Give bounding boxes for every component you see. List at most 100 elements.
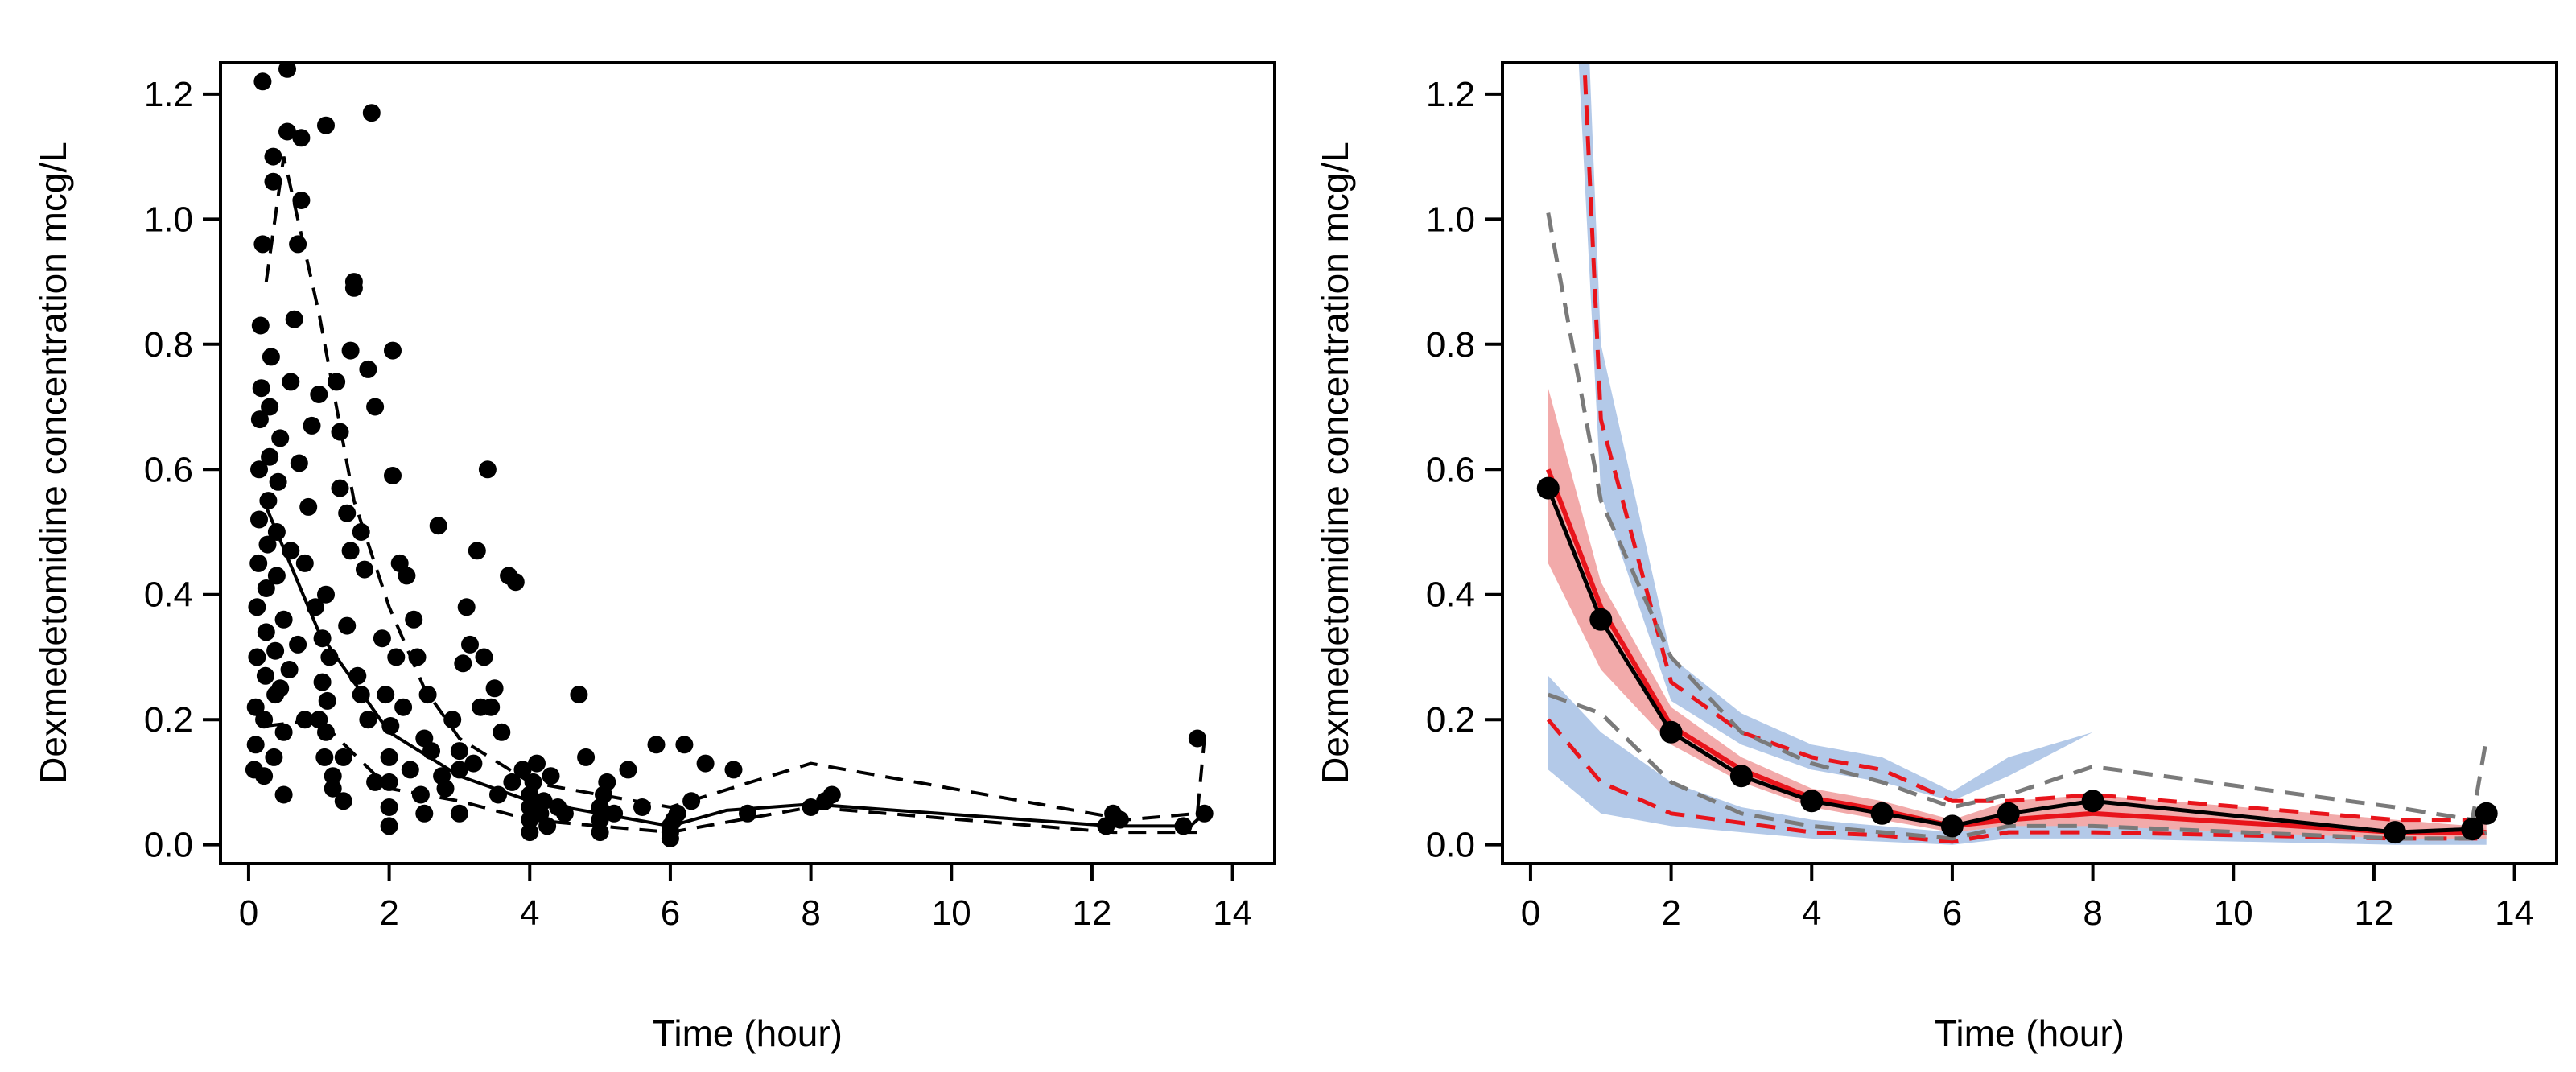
left-observed-point xyxy=(334,792,352,810)
left-observed-point xyxy=(250,510,268,529)
left-observed-point xyxy=(380,817,398,835)
left-observed-point xyxy=(289,235,307,254)
left-observed-point xyxy=(257,623,275,641)
left-observed-point xyxy=(528,754,546,773)
left-observed-point xyxy=(591,810,609,829)
right-observed-median-point xyxy=(2384,821,2407,844)
right-observed-median-point xyxy=(1800,790,1824,813)
left-observed-point xyxy=(267,567,286,585)
left-observed-point xyxy=(380,748,398,766)
left-observed-point xyxy=(334,748,352,766)
left-observed-point xyxy=(271,679,290,698)
left-observed-point xyxy=(394,698,413,716)
left-observed-point xyxy=(285,310,303,328)
left-observed-point xyxy=(261,398,279,416)
right-x-axis-label: Time (hour) xyxy=(1935,1012,2125,1054)
left-observed-point xyxy=(415,804,434,823)
left-observed-point xyxy=(513,761,532,779)
left-observed-point xyxy=(362,104,381,122)
left-observed-point xyxy=(338,616,357,635)
left-observed-point xyxy=(411,785,430,804)
left-observed-point xyxy=(464,754,483,773)
left-observed-point xyxy=(482,698,501,716)
left-y-tick-label: 0.4 xyxy=(144,575,193,615)
left-observed-point xyxy=(598,773,616,791)
left-observed-point xyxy=(292,192,311,209)
left-observed-point xyxy=(401,761,419,779)
left-observed-point xyxy=(320,648,339,666)
right-observed-median-point xyxy=(1870,802,1894,825)
right-y-axis-label: Dexmedetomidine concentration mcg/L xyxy=(1314,142,1356,784)
left-observed-point xyxy=(359,711,377,729)
left-observed-point xyxy=(295,554,314,572)
left-observed-point xyxy=(493,723,511,741)
left-observed-point xyxy=(257,579,275,597)
left-observed-point xyxy=(289,635,307,654)
left-observed-point xyxy=(468,542,486,560)
left-observed-point xyxy=(377,686,395,704)
right-observed-median-line xyxy=(1546,487,2488,835)
left-y-tick-label: 0.0 xyxy=(144,826,193,865)
left-plot-area xyxy=(245,63,1214,847)
left-observed-point xyxy=(290,454,308,472)
right-y-tick-label: 1.0 xyxy=(1426,200,1475,239)
left-observed-point xyxy=(359,360,377,378)
left-observed-point xyxy=(310,386,328,403)
right-y-tick-label: 0.2 xyxy=(1426,700,1475,740)
left-observed-point xyxy=(450,804,468,823)
left-observed-point xyxy=(605,804,624,823)
left-plot-content xyxy=(245,63,1214,847)
left-observed-point xyxy=(366,398,385,416)
left-observed-point xyxy=(454,654,472,673)
left-observed-point xyxy=(380,773,398,791)
left-observed-point xyxy=(352,686,370,704)
right-x-tick-label: 12 xyxy=(2354,893,2393,933)
left-observed-point xyxy=(246,698,265,716)
right-y-tick-label: 0.8 xyxy=(1426,325,1475,365)
left-observed-point xyxy=(341,341,360,360)
left-observed-point xyxy=(475,648,493,666)
left-observed-point xyxy=(261,447,279,466)
left-observed-point xyxy=(1195,804,1214,823)
left-observed-point xyxy=(303,416,321,435)
left-observed-point xyxy=(381,717,400,735)
left-x-tick-label: 6 xyxy=(661,893,680,933)
left-observed-point xyxy=(341,542,360,560)
left-observed-point xyxy=(269,472,287,491)
left-observed-point xyxy=(315,748,334,766)
left-observed-point xyxy=(633,798,651,816)
left-observed-point xyxy=(739,804,756,823)
left-panel: 0 2 4 6 8 10 12 14 0.0 0.2 0.4 0.6 0.8 1.0 1.2 Time (h… xyxy=(32,61,1276,1054)
left-observed-point xyxy=(478,460,497,479)
right-x-tick-label: 4 xyxy=(1802,893,1821,933)
left-observed-point xyxy=(331,423,349,441)
left-observed-point xyxy=(265,748,283,766)
left-observed-point xyxy=(802,798,820,816)
left-y-tick-label: 0.2 xyxy=(144,700,193,740)
left-observed-point xyxy=(264,172,282,191)
right-observed-median-point xyxy=(2475,802,2498,825)
left-observed-point xyxy=(274,610,293,629)
left-observed-point xyxy=(387,648,406,666)
right-observed-median-point xyxy=(1659,720,1683,744)
right-x-tick-label: 6 xyxy=(1943,893,1962,933)
left-observed-point xyxy=(524,773,542,791)
left-x-tick-label: 12 xyxy=(1072,893,1111,933)
right-x-tick-label: 2 xyxy=(1661,893,1680,933)
left-observed-point xyxy=(280,661,299,678)
left-observed-point xyxy=(450,742,468,761)
left-observed-point xyxy=(384,341,402,360)
left-plot-frame xyxy=(219,61,1276,865)
left-observed-point xyxy=(577,748,596,766)
left-observed-point xyxy=(278,63,296,78)
left-observed-point xyxy=(542,767,560,785)
right-plot-area xyxy=(1536,63,2498,845)
right-y-tick-label: 0.0 xyxy=(1426,826,1475,865)
left-y-tick-label: 0.6 xyxy=(144,450,193,489)
left-observed-point xyxy=(253,235,272,254)
left-axes: 0 2 4 6 8 10 12 14 0.0 0.2 0.4 0.6 0.8 1.0 1.2 xyxy=(144,75,1252,933)
right-plot-frame xyxy=(1501,61,2558,865)
left-observed-point xyxy=(429,517,447,535)
left-observed-point xyxy=(555,804,574,823)
